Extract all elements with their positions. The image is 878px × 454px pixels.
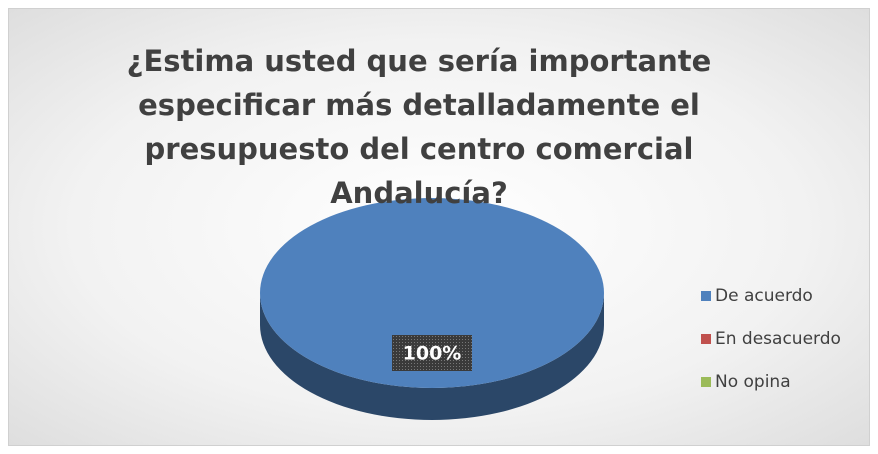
legend-swatch xyxy=(701,377,711,387)
legend-label: No opina xyxy=(715,372,791,392)
chart-area: ¿Estima usted que sería importante espec… xyxy=(8,8,870,446)
pie-slice-side xyxy=(260,293,604,420)
pie-slice xyxy=(260,198,604,388)
chart-title: ¿Estima usted que sería importante espec… xyxy=(126,44,712,210)
data-label-box xyxy=(392,335,472,371)
legend-label: En desacuerdo xyxy=(715,329,841,349)
legend-label: De acuerdo xyxy=(715,286,813,306)
chart: 100% De acuerdo En desacuerdo No opina xyxy=(260,198,841,420)
legend-swatch xyxy=(701,291,711,301)
legend-swatch xyxy=(701,334,711,344)
data-label: 100% xyxy=(403,343,462,365)
